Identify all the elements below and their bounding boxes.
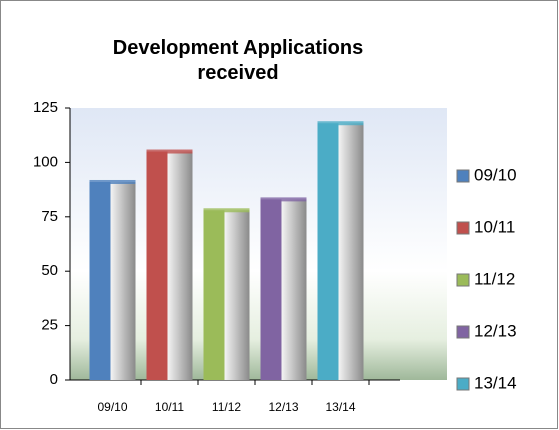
y-tick-label: 125 (33, 99, 58, 116)
bar-cap (89, 179, 136, 184)
legend-swatch (456, 221, 470, 235)
bar-cap (203, 208, 250, 213)
legend-label: 09/10 (474, 165, 517, 184)
legend-swatch (456, 273, 470, 287)
x-tick-label: 09/10 (97, 400, 127, 414)
bar (317, 123, 339, 381)
bar (260, 199, 282, 380)
bar-cap (260, 197, 307, 202)
bar (146, 151, 168, 380)
legend-label: 13/14 (474, 373, 517, 392)
legend-label: 11/12 (474, 269, 515, 288)
chart-title: Development Applications received (112, 37, 364, 84)
x-tick-label: 10/11 (155, 400, 184, 414)
bar-cap (317, 121, 364, 126)
legend-swatch (456, 325, 470, 339)
y-tick-label: 0 (50, 371, 58, 388)
y-tick-label: 100 (33, 153, 58, 170)
y-tick-label: 25 (41, 317, 58, 334)
x-tick-label: 12/13 (268, 400, 298, 414)
y-tick-label: 75 (41, 208, 58, 225)
legend-swatch (456, 169, 470, 183)
bar (89, 181, 111, 380)
bar-cap (146, 149, 193, 154)
x-tick-label: 13/14 (325, 400, 355, 414)
legend-label: 10/11 (474, 217, 515, 236)
y-tick-label: 50 (41, 262, 58, 279)
bar (203, 210, 225, 380)
x-tick-label: 11/12 (212, 400, 241, 414)
legend-swatch (456, 377, 470, 391)
legend-label: 12/13 (474, 321, 517, 340)
